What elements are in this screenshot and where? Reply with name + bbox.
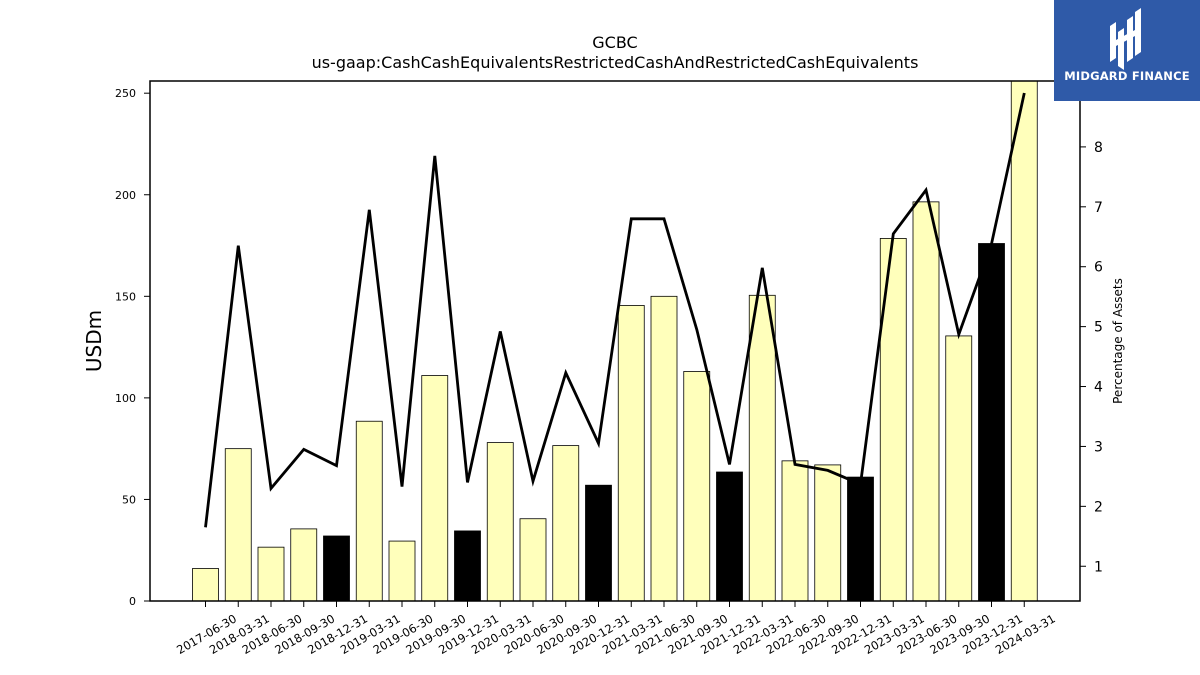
bar	[291, 529, 317, 601]
bar	[487, 443, 513, 601]
y2-axis-label: Percentage of Assets	[1111, 278, 1125, 404]
midgard-logo-icon	[1054, 0, 1200, 101]
y2-tick-label: 6	[1094, 260, 1103, 276]
y-tick-label: 50	[122, 493, 136, 506]
bar	[979, 244, 1005, 602]
y-axis-label: USDm	[82, 310, 106, 372]
chart-title: GCBC	[592, 33, 637, 52]
bar	[717, 472, 743, 601]
bar	[815, 465, 841, 601]
y-tick-label: 200	[115, 189, 136, 202]
bar	[848, 477, 874, 601]
bar	[225, 449, 251, 601]
bar	[455, 531, 481, 601]
bar	[389, 541, 415, 601]
y-tick-label: 0	[129, 595, 136, 608]
bar	[324, 536, 350, 601]
bar	[520, 519, 546, 601]
bar	[258, 547, 284, 601]
y2-tick-label: 1	[1094, 559, 1103, 575]
y2-tick-label: 2	[1094, 499, 1103, 515]
bar	[586, 485, 612, 601]
bar	[618, 305, 644, 601]
bar	[913, 202, 939, 601]
bar-group	[193, 81, 1038, 601]
bar	[651, 296, 677, 601]
chart-subtitle: us-gaap:CashCashEquivalentsRestrictedCas…	[312, 53, 919, 72]
y2-tick-label: 8	[1094, 140, 1103, 156]
bar	[422, 376, 448, 601]
right-axis: 1 2 3 4 5 6 7 8	[1080, 140, 1103, 575]
bar	[782, 461, 808, 601]
bar	[356, 421, 382, 601]
bar	[193, 569, 219, 602]
y-tick-label: 150	[115, 290, 136, 303]
bar	[684, 371, 710, 601]
y2-tick-label: 5	[1094, 320, 1103, 336]
plot-frame	[150, 81, 1080, 601]
y-tick-label: 100	[115, 392, 136, 405]
brand-logo: MIDGARD FINANCE	[1054, 0, 1200, 101]
y2-tick-label: 7	[1094, 200, 1103, 216]
bar	[946, 336, 972, 601]
left-axis: 0 50 100 150 200 250	[115, 87, 150, 608]
y2-tick-label: 3	[1094, 439, 1103, 455]
bar	[880, 238, 906, 601]
bar	[749, 295, 775, 601]
y-tick-label: 250	[115, 87, 136, 100]
bar	[553, 446, 579, 601]
bar	[1011, 81, 1037, 601]
logo-text: MIDGARD FINANCE	[1054, 69, 1200, 83]
y2-tick-label: 4	[1094, 380, 1103, 396]
x-axis: 2017-06-302018-03-312018-06-302018-09-30…	[174, 601, 1058, 657]
